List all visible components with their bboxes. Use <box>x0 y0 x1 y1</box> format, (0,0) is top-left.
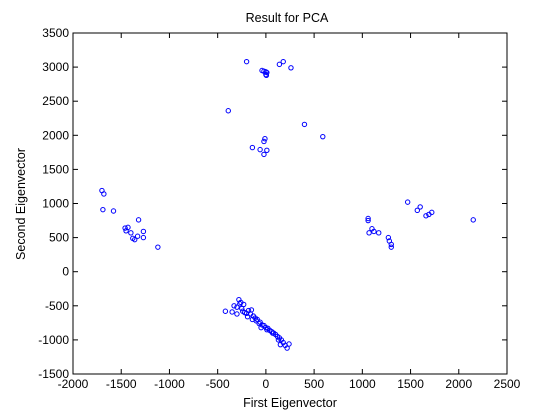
data-point <box>371 228 377 235</box>
y-tick-label: 2000 <box>42 128 69 142</box>
data-point <box>261 151 267 158</box>
data-point <box>240 308 246 314</box>
x-tick-label: 1000 <box>349 377 376 391</box>
x-axis-label: First Eigenvector <box>243 396 337 410</box>
data-point <box>248 307 255 313</box>
x-tick-label: -1000 <box>154 377 185 391</box>
data-point <box>264 326 270 333</box>
x-tick-label: 0 <box>263 377 270 391</box>
data-point <box>404 199 411 205</box>
data-point <box>239 305 245 312</box>
data-point <box>237 301 243 307</box>
x-tick-label: -500 <box>206 377 230 391</box>
y-axis: -1500 -1000 -500 0 500 1000 1500 2000 2500 3000 35… <box>38 26 507 381</box>
data-point <box>385 234 392 241</box>
data-point <box>388 241 394 248</box>
plot-frame <box>72 32 508 375</box>
data-point <box>284 345 290 351</box>
x-tick-label: 500 <box>304 377 324 391</box>
data-point <box>263 72 270 78</box>
data-point <box>231 303 237 309</box>
data-point <box>365 217 371 224</box>
data-point <box>122 225 128 231</box>
data-point <box>229 309 235 315</box>
data-point <box>366 230 372 236</box>
data-point <box>101 191 107 197</box>
x-tick-label: 2000 <box>445 377 472 391</box>
data-point <box>261 138 267 145</box>
data-point <box>222 308 229 314</box>
data-point <box>234 311 240 317</box>
y-tick-label: 3000 <box>42 60 69 74</box>
data-point <box>225 108 231 114</box>
data-point <box>140 234 147 241</box>
x-tick-label: 2500 <box>494 377 521 391</box>
y-axis-label: Second Eigenvector <box>14 148 28 260</box>
data-point <box>125 224 131 231</box>
data-point <box>275 337 282 343</box>
y-tick-label: 1500 <box>42 162 69 176</box>
data-point <box>269 330 276 336</box>
y-tick-label: -500 <box>45 299 69 313</box>
y-tick-label: -1500 <box>38 367 69 381</box>
data-point <box>244 314 251 320</box>
x-tick-label: 1500 <box>397 377 424 391</box>
data-points <box>99 58 476 351</box>
data-point <box>288 65 294 71</box>
data-point <box>110 208 117 214</box>
data-point <box>276 61 283 68</box>
y-tick-label: 1000 <box>42 197 69 211</box>
data-point <box>258 324 264 331</box>
data-point <box>388 244 394 250</box>
data-point <box>243 58 250 65</box>
data-point <box>132 236 138 243</box>
data-point <box>365 215 371 222</box>
y-tick-label: 0 <box>62 265 69 279</box>
chart-title: Result for PCA <box>246 11 329 25</box>
data-point <box>134 233 141 239</box>
data-point <box>320 133 326 140</box>
y-tick-label: 3500 <box>42 26 69 40</box>
data-point <box>277 341 284 348</box>
data-point <box>234 304 240 310</box>
data-point <box>280 58 286 65</box>
data-point <box>140 228 147 235</box>
data-point <box>262 136 268 142</box>
data-point <box>135 217 142 223</box>
data-point <box>376 230 382 236</box>
data-point <box>128 230 134 236</box>
data-point <box>423 213 429 219</box>
x-axis: -2000 -1500 -1000 -500 0 500 1000 1500 2000 2500 <box>58 33 521 391</box>
data-point <box>257 146 263 153</box>
data-point <box>470 217 476 223</box>
data-point <box>249 144 256 151</box>
data-point <box>155 244 161 250</box>
data-point <box>286 341 292 347</box>
x-tick-label: -1500 <box>106 377 137 391</box>
data-point <box>417 204 423 210</box>
data-point <box>301 121 308 128</box>
data-point <box>254 316 260 323</box>
y-tick-label: 500 <box>49 231 69 245</box>
y-tick-label: -1000 <box>38 333 69 347</box>
data-point <box>429 209 435 216</box>
data-point <box>100 206 106 213</box>
y-tick-label: 2500 <box>42 94 69 108</box>
x-tick-label: -2000 <box>58 377 89 391</box>
data-point <box>264 147 270 154</box>
data-point <box>414 207 421 214</box>
